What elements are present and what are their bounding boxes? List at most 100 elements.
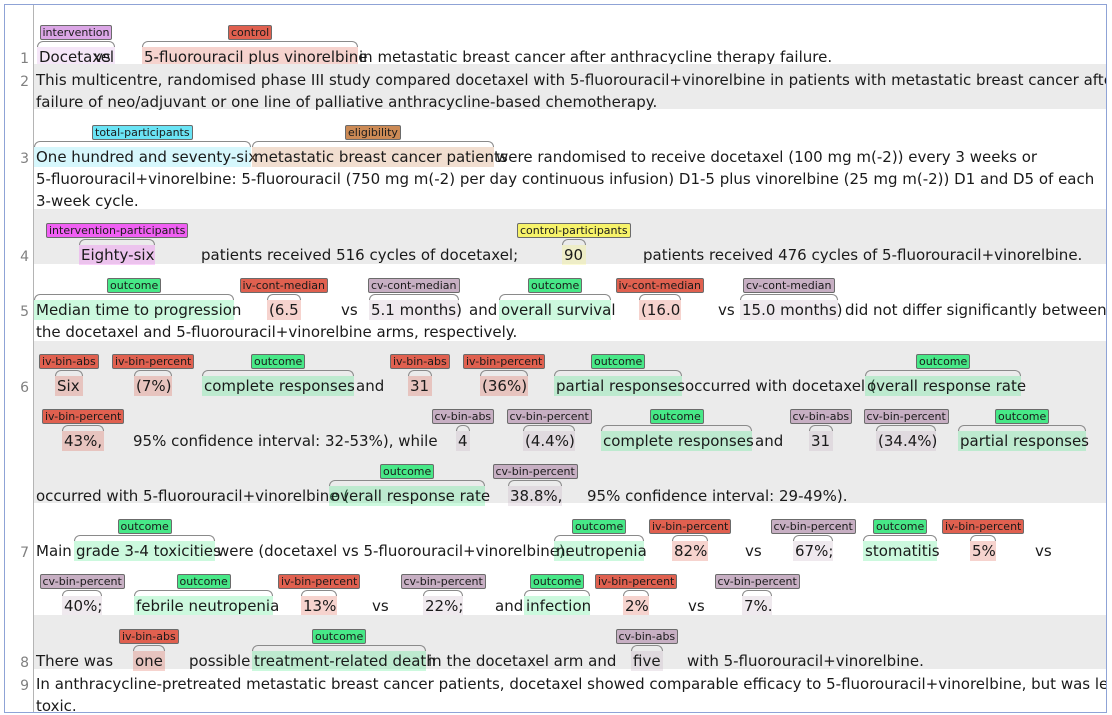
- entity-label[interactable]: cv-bin-abs: [615, 629, 679, 644]
- sentence-text: 3-week cycle.: [36, 192, 139, 210]
- entity-label[interactable]: iv-bin-percent: [649, 519, 732, 534]
- entity-label[interactable]: iv-bin-percent: [42, 409, 125, 424]
- entity-span[interactable]: [267, 300, 301, 320]
- entity-span[interactable]: [480, 376, 528, 396]
- entity-span[interactable]: [524, 596, 590, 616]
- entity-span[interactable]: [252, 147, 494, 167]
- entity-span[interactable]: [740, 300, 838, 320]
- entity-span[interactable]: [55, 376, 83, 396]
- entity-label[interactable]: iv-bin-percent: [463, 354, 546, 369]
- entity-label[interactable]: iv-bin-percent: [278, 574, 361, 589]
- entity-label[interactable]: control-participants: [517, 223, 631, 238]
- entity-label[interactable]: outcome: [591, 354, 646, 369]
- entity-label[interactable]: eligibility: [345, 125, 401, 140]
- entity-span[interactable]: [456, 431, 470, 451]
- entity-span[interactable]: [37, 47, 115, 67]
- entity-label[interactable]: iv-bin-abs: [119, 629, 179, 644]
- entity-text: complete responses: [204, 377, 355, 395]
- span-bracket: [562, 239, 586, 245]
- entity-span[interactable]: [508, 486, 562, 506]
- entity-label[interactable]: cv-bin-percent: [863, 409, 949, 424]
- entity-label[interactable]: cv-bin-percent: [400, 574, 486, 589]
- entity-label[interactable]: outcome: [530, 574, 585, 589]
- sentence-text: the docetaxel and 5-fluorouracil+vinorel…: [36, 323, 518, 341]
- entity-span[interactable]: [134, 376, 172, 396]
- entity-label[interactable]: outcome: [873, 519, 928, 534]
- entity-label[interactable]: iv-cont-median: [239, 278, 329, 293]
- entity-span[interactable]: [554, 541, 644, 561]
- entity-label[interactable]: outcome: [312, 629, 367, 644]
- entity-label[interactable]: iv-cont-median: [615, 278, 705, 293]
- entity-span[interactable]: [742, 596, 772, 616]
- entity-span[interactable]: [623, 596, 649, 616]
- entity-span[interactable]: [970, 541, 996, 561]
- entity-span[interactable]: [142, 47, 358, 67]
- entity-label[interactable]: cv-cont-median: [368, 278, 460, 293]
- line-number: 5: [20, 304, 29, 320]
- entity-span[interactable]: [34, 147, 251, 167]
- entity-label[interactable]: outcome: [380, 464, 435, 479]
- entity-text: neutropenia: [556, 542, 647, 560]
- entity-label[interactable]: outcome: [649, 409, 704, 424]
- entity-span[interactable]: [134, 596, 273, 616]
- span-bracket: [134, 590, 273, 596]
- entity-label[interactable]: cv-bin-percent: [506, 409, 592, 424]
- entity-label[interactable]: outcome: [528, 278, 583, 293]
- entity-span[interactable]: [133, 651, 165, 671]
- entity-label[interactable]: intervention-participants: [46, 223, 189, 238]
- entity-span[interactable]: [523, 431, 575, 451]
- entity-span[interactable]: [301, 596, 337, 616]
- entity-label[interactable]: cv-bin-abs: [431, 409, 495, 424]
- entity-label[interactable]: outcome: [117, 519, 172, 534]
- entity-span[interactable]: [62, 431, 104, 451]
- entity-text: complete responses: [603, 432, 754, 450]
- entity-span[interactable]: [876, 431, 936, 451]
- entity-span[interactable]: [369, 300, 459, 320]
- entity-label[interactable]: outcome: [572, 519, 627, 534]
- entity-label[interactable]: control: [228, 25, 273, 40]
- entity-label[interactable]: iv-bin-percent: [112, 354, 195, 369]
- entity-span[interactable]: [562, 245, 586, 265]
- entity-label[interactable]: outcome: [107, 278, 162, 293]
- entity-span[interactable]: [601, 431, 752, 451]
- entity-label[interactable]: outcome: [251, 354, 306, 369]
- entity-label[interactable]: cv-bin-percent: [39, 574, 125, 589]
- entity-label[interactable]: cv-bin-percent: [714, 574, 800, 589]
- entity-span[interactable]: [499, 300, 611, 320]
- entity-span[interactable]: [809, 431, 833, 451]
- entity-label[interactable]: cv-bin-percent: [770, 519, 856, 534]
- entity-span[interactable]: [672, 541, 708, 561]
- entity-label[interactable]: cv-bin-percent: [492, 464, 578, 479]
- entity-label[interactable]: intervention: [39, 25, 113, 40]
- entity-span[interactable]: [863, 541, 937, 561]
- entity-span[interactable]: [329, 486, 485, 506]
- entity-label[interactable]: total-participants: [92, 125, 193, 140]
- entity-span[interactable]: [865, 376, 1021, 396]
- entity-span[interactable]: [554, 376, 682, 396]
- entity-span[interactable]: [74, 541, 215, 561]
- entity-span[interactable]: [252, 651, 426, 671]
- entity-label[interactable]: outcome: [995, 409, 1050, 424]
- entity-span[interactable]: [639, 300, 681, 320]
- entity-span[interactable]: [958, 431, 1086, 451]
- entity-label[interactable]: outcome: [176, 574, 231, 589]
- span-bracket: [133, 645, 165, 651]
- entity-label[interactable]: cv-bin-abs: [789, 409, 853, 424]
- entity-span[interactable]: [79, 245, 155, 265]
- entity-span[interactable]: [408, 376, 432, 396]
- entity-label[interactable]: iv-bin-abs: [39, 354, 99, 369]
- sentence-text: and: [755, 432, 784, 450]
- entity-label[interactable]: outcome: [916, 354, 971, 369]
- entity-span[interactable]: [793, 541, 833, 561]
- sentence-text: were randomised to receive docetaxel (10…: [496, 148, 1038, 166]
- entity-span[interactable]: [34, 300, 234, 320]
- entity-text: overall response rate: [331, 487, 491, 505]
- entity-label[interactable]: iv-bin-percent: [942, 519, 1025, 534]
- entity-span[interactable]: [202, 376, 354, 396]
- entity-label[interactable]: iv-bin-percent: [595, 574, 678, 589]
- entity-span[interactable]: [631, 651, 663, 671]
- entity-label[interactable]: iv-bin-abs: [390, 354, 450, 369]
- entity-label[interactable]: cv-cont-median: [743, 278, 835, 293]
- entity-span[interactable]: [423, 596, 463, 616]
- entity-span[interactable]: [62, 596, 102, 616]
